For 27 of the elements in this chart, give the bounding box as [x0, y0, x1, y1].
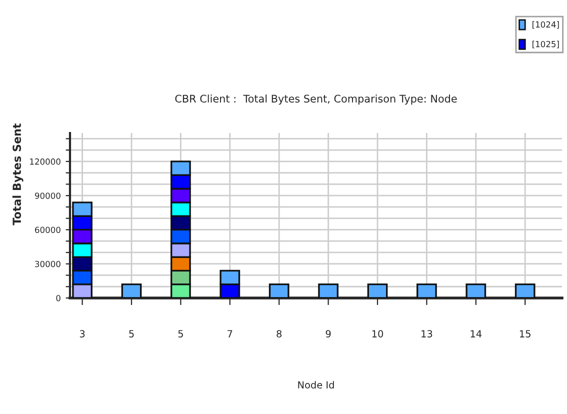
bar [367, 284, 388, 298]
y-tick-label: 120000 [30, 158, 60, 165]
bar [268, 284, 290, 298]
x-tick-label: 7 [228, 330, 232, 338]
x-tick-label: 8 [276, 330, 282, 338]
y-tick-label: 90000 [34, 192, 60, 199]
bar [416, 284, 437, 298]
legend-label: [1025] [532, 40, 559, 48]
bar [466, 284, 486, 298]
x-axis-title: Node Id [298, 381, 334, 389]
y-tick-label: 60000 [35, 226, 60, 234]
x-tick-label: 10 [372, 330, 384, 338]
x-tick-label: 5 [178, 330, 183, 338]
y-axis-title: Total Bytes Sent [12, 123, 24, 226]
bar [318, 284, 338, 298]
bar [514, 284, 536, 298]
y-tick-label: 30000 [35, 260, 60, 268]
bar [121, 284, 142, 298]
legend-label: [1024] [532, 21, 559, 29]
x-tick-label: 5 [129, 330, 134, 338]
x-tick-label: 9 [326, 330, 331, 338]
y-tick-label: 0 [56, 294, 60, 302]
x-tick-label: 14 [470, 330, 482, 338]
chart-title: CBR Client : Total Bytes Sent, Comparison Type: Node [175, 94, 457, 105]
x-tick-label: 3 [80, 330, 85, 338]
x-tick-label: 15 [520, 330, 530, 338]
x-tick-label: 13 [422, 330, 432, 338]
